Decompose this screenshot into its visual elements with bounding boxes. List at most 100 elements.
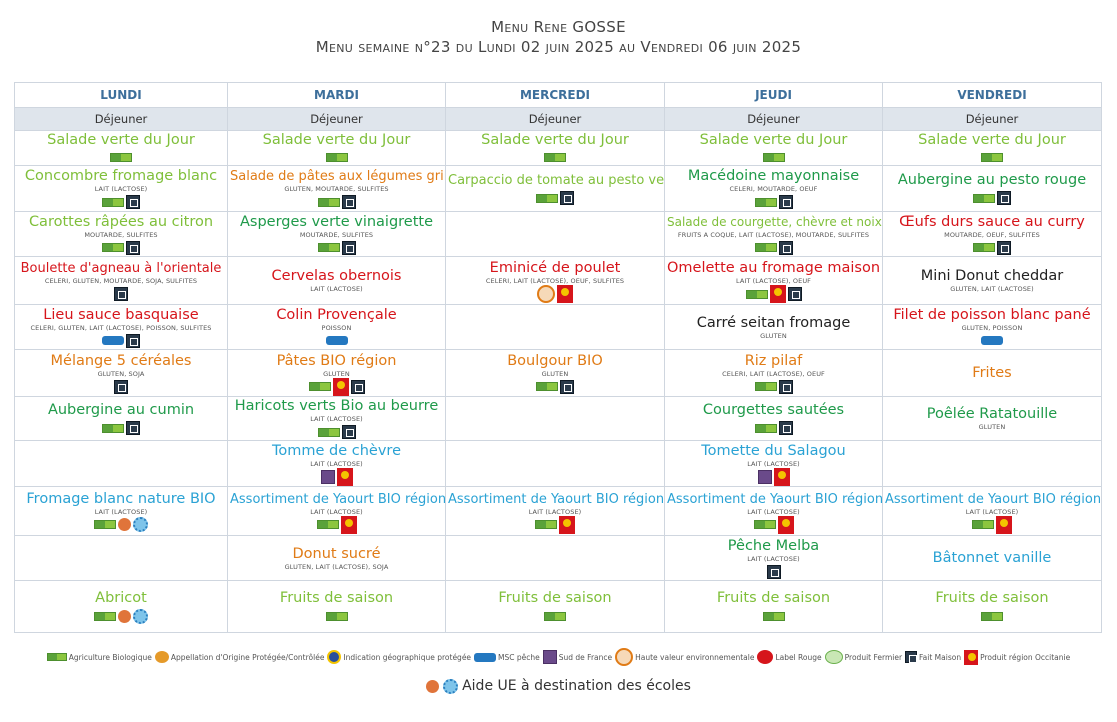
fait-maison-icon (126, 195, 140, 209)
allergen-list: LAIT (LACTOSE) (310, 460, 363, 468)
menu-cell: Assortiment de Yaourt BIO région LAIT (LA… (445, 486, 665, 536)
allergen-list: LAIT (LACTOSE) (94, 507, 148, 516)
dish-name: Assortiment de Yaourt BIO région (230, 491, 445, 507)
legend-item: Appellation d'Origine Protégée/Contrôlée (154, 651, 324, 663)
allergen-list: POISSON (321, 323, 352, 332)
occitanie-icon (964, 649, 979, 665)
menu-cell: Salade verte du Jour (664, 130, 883, 166)
agriculture-bio-icon (536, 382, 558, 391)
quality-labels (16, 333, 227, 348)
legend-label: Indication géographique protégée (343, 652, 472, 662)
occitanie-icon (773, 468, 790, 486)
allergen-list: MOUTARDE, SULFITES (84, 230, 158, 239)
fait-maison-icon (126, 240, 140, 255)
fait-maison-icon (341, 240, 356, 255)
dish-name: Fruits de saison (716, 590, 831, 606)
dish-name: Filet de poisson blanc pané (893, 306, 1091, 323)
menu-cell: Colin Provençale POISSON (227, 304, 446, 350)
dish-name: Boulgour BIO (507, 352, 603, 369)
legend-item: Indication géographique protégée (327, 650, 471, 664)
allergen-list: GLUTEN, LAIT (LACTOSE), SOJA (284, 562, 389, 571)
legend-label: Haute valeur environnementale (635, 652, 755, 662)
fait-maison-icon (766, 564, 781, 579)
quality-labels (229, 195, 445, 209)
occitanie-icon (340, 515, 357, 534)
occitanie-icon (996, 515, 1012, 534)
dish-name: Carottes râpées au citron (28, 213, 214, 230)
menu-cell: Frites (882, 349, 1102, 397)
dish-name: Salade verte du Jour (699, 131, 848, 148)
menu-cell: Courgettes sautées (664, 396, 883, 441)
allergen-list: LAIT (LACTOSE) (747, 460, 800, 468)
quality-labels (884, 515, 1101, 534)
dish-name: Carré seitan fromage (696, 314, 851, 331)
day-header-lundi: LUNDI (14, 82, 228, 108)
menu-cell: Carpaccio de tomate au pesto vert (445, 165, 665, 212)
quality-labels (229, 240, 445, 255)
agriculture-bio-icon (754, 197, 777, 207)
dish-name: Riz pilaf (744, 352, 803, 369)
menu-cell: Eminicé de poulet CELERI, LAIT (LACTOSE),… (445, 256, 665, 305)
fait-maison-icon (560, 379, 574, 394)
menu-row: Salade verte du Jour Salade verte du Jour… (14, 130, 1102, 166)
label-rouge-icon (757, 650, 774, 664)
allergen-list: GLUTEN (323, 369, 350, 378)
quality-labels (16, 517, 227, 532)
quality-labels (447, 515, 664, 534)
quality-labels (16, 287, 227, 301)
menu-cell: Cervelas obernois LAIT (LACTOSE) (227, 256, 446, 305)
menu-cell: Donut sucré GLUTEN, LAIT (LACTOSE), SOJA (227, 535, 446, 581)
allergen-list: MOUTARDE, SULFITES (299, 230, 374, 239)
allergen-list: LAIT (LACTOSE) (528, 507, 582, 516)
ue-apple-icon (118, 609, 131, 623)
fait-maison-icon (997, 191, 1011, 205)
allergen-list: LAIT (LACTOSE), OEUF (735, 277, 812, 285)
menu-table: LUNDI MARDI MERCREDI JEUDI VENDREDI Déje… (14, 82, 1102, 633)
agriculture-bio-icon (762, 153, 785, 162)
quality-labels (229, 334, 445, 348)
allergen-list: CELERI, GLUTEN, MOUTARDE, SOJA, SULFITES (44, 277, 198, 285)
quality-labels (16, 421, 227, 435)
dish-name: Salade verte du Jour (481, 131, 629, 148)
quality-labels (884, 334, 1101, 348)
menu-cell: Salade de pâtes aux légumes grillés GLUTE… (227, 165, 446, 212)
menu-cell: Assortiment de Yaourt BIO région LAIT (LA… (227, 486, 446, 536)
allergen-list: GLUTEN (760, 331, 787, 340)
occitanie-icon (332, 377, 349, 396)
dish-name: Salade verte du Jour (47, 131, 195, 148)
menu-cell: Fruits de saison (882, 580, 1102, 633)
menu-cell: Fromage blanc nature BIO LAIT (LACTOSE) (14, 486, 228, 536)
legend-label: Produit région Occitanie (980, 652, 1071, 662)
meal-label: Déjeuner (664, 107, 883, 131)
allergen-list: LAIT (LACTOSE) (310, 415, 363, 423)
agriculture-bio-icon (753, 520, 776, 529)
quality-labels (884, 609, 1101, 623)
quality-labels (229, 151, 445, 165)
occitanie-icon (557, 285, 573, 303)
allergen-list: LAIT (LACTOSE) (747, 554, 800, 563)
legend-item: Produit Fermier (824, 650, 902, 664)
menu-row: Tomme de chèvre LAIT (LACTOSE) Tomette du … (14, 440, 1102, 487)
dish-name: Fruits de saison (935, 590, 1049, 606)
quality-labels (884, 191, 1101, 205)
sud-de-france-icon (542, 650, 557, 664)
allergen-list: CELERI, LAIT (LACTOSE), OEUF (722, 369, 825, 378)
legend-item: MSC pêche (474, 652, 540, 662)
menu-cell: Salade verte du Jour (14, 130, 228, 166)
ue-apple-icon (118, 518, 131, 531)
agriculture-bio-icon (94, 520, 116, 529)
menu-cell: Carré seitan fromage GLUTEN (664, 304, 883, 350)
legend-item: Label Rouge (757, 650, 822, 664)
quality-labels (229, 377, 445, 396)
legend-item: Haute valeur environnementale (615, 648, 754, 666)
quality-labels (666, 240, 882, 255)
agriculture-bio-icon (536, 193, 558, 203)
msc-icon (474, 652, 497, 662)
agriculture-bio-icon (317, 243, 340, 252)
menu-row: Carottes râpées au citron MOUTARDE, SULFI… (14, 211, 1102, 257)
legend-label: Agriculture Biologique (68, 652, 152, 662)
ue-milk-icon (443, 678, 459, 694)
quality-labels (229, 425, 445, 439)
day-header-mardi: MARDI (227, 82, 446, 108)
fait-maison-icon (341, 425, 356, 439)
